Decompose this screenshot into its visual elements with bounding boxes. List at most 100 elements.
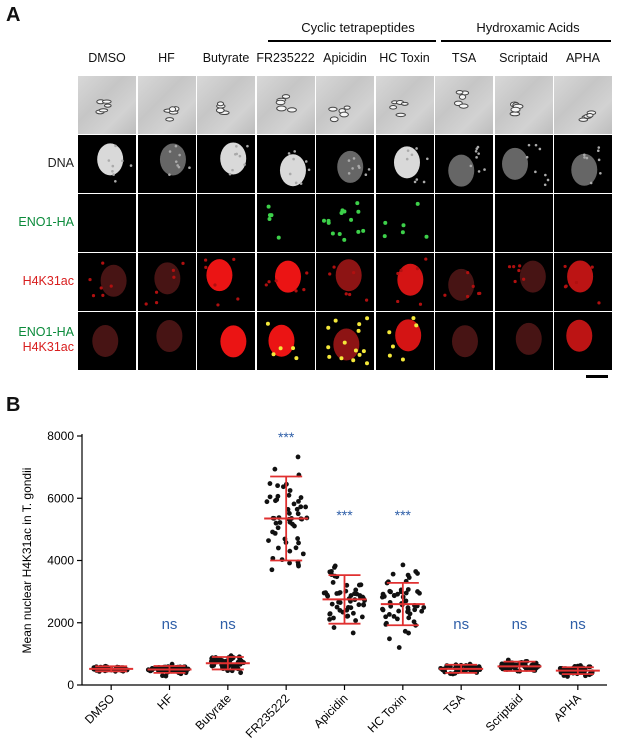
micrograph-tile	[494, 312, 553, 370]
data-point	[295, 454, 301, 460]
data-point	[348, 605, 354, 611]
micrograph-tile	[375, 312, 434, 370]
data-point	[296, 540, 301, 546]
micrograph-tile	[78, 135, 136, 193]
data-point	[421, 605, 427, 610]
data-point	[350, 610, 356, 616]
micrograph-tile	[316, 312, 374, 370]
micrograph-tile	[375, 194, 434, 252]
group-line-cyclic	[268, 40, 436, 42]
data-point	[275, 483, 280, 489]
data-point	[329, 601, 335, 607]
data-point	[380, 607, 386, 613]
column-label: HC Toxin	[379, 51, 430, 65]
group-label-cyclic: Cyclic tetrapeptides	[301, 20, 415, 35]
data-point	[272, 530, 278, 536]
data-point	[332, 563, 338, 569]
data-point	[280, 484, 286, 490]
data-point	[274, 497, 280, 503]
data-point	[325, 593, 331, 599]
micrograph-tile	[256, 253, 315, 311]
row-label-line: ENO1-HA	[18, 325, 74, 339]
x-tick-label: FR235222	[243, 691, 293, 741]
row-label: ENO1-HA H4K31ac	[2, 325, 74, 355]
significance-label: ns	[512, 616, 528, 633]
data-point	[303, 504, 309, 510]
data-point	[287, 548, 293, 554]
x-tick-label: Apicidin	[311, 691, 351, 731]
data-point	[345, 613, 351, 619]
data-point	[352, 591, 357, 597]
data-point	[163, 673, 169, 679]
data-point	[348, 593, 354, 598]
micrograph-tile	[197, 135, 255, 193]
micrograph-tile	[78, 253, 136, 311]
micrograph-tile	[316, 76, 374, 134]
data-point	[344, 582, 350, 588]
data-point	[336, 599, 341, 605]
data-point	[415, 589, 420, 594]
micrograph-tile	[197, 253, 255, 311]
row-label-line: H4K31ac	[22, 340, 74, 354]
micrograph-tile	[316, 135, 374, 193]
data-point	[391, 613, 397, 619]
micrograph-tile	[494, 135, 553, 193]
significance-label: ***	[336, 507, 353, 523]
micrograph-tile	[78, 194, 136, 252]
micrograph-tile	[435, 76, 493, 134]
x-tick-label: APHA	[551, 691, 584, 724]
column-label: DMSO	[88, 51, 126, 65]
data-point	[334, 604, 340, 610]
micrograph-tile	[375, 135, 434, 193]
data-point	[295, 536, 301, 541]
row-label-line: H4K31ac	[22, 274, 74, 288]
data-point	[291, 501, 297, 507]
scale-bar	[586, 375, 608, 378]
data-point	[264, 499, 270, 505]
micrograph-tile	[137, 253, 196, 311]
significance-label: ns	[453, 616, 469, 633]
row-label: DNA	[2, 156, 74, 171]
column-label: Apicidin	[323, 51, 367, 65]
data-point	[557, 665, 563, 671]
data-point	[402, 628, 408, 634]
data-point	[269, 567, 275, 573]
data-point	[394, 616, 400, 622]
data-point	[286, 492, 292, 498]
micrograph-tile	[256, 76, 315, 134]
data-point	[400, 562, 406, 568]
data-point	[500, 661, 506, 667]
data-point	[287, 488, 293, 493]
data-point	[327, 616, 332, 622]
data-point	[405, 587, 411, 592]
micrograph-tile	[554, 253, 612, 311]
micrograph-tile	[435, 135, 493, 193]
data-point	[406, 615, 412, 621]
data-point	[387, 588, 393, 594]
data-point	[286, 511, 292, 516]
data-point	[296, 498, 301, 504]
data-point	[388, 603, 394, 609]
micrograph-tile	[137, 312, 196, 370]
data-point	[296, 563, 301, 569]
micrograph-tile	[554, 135, 612, 193]
micrograph-tile	[435, 194, 493, 252]
micrograph-tile	[375, 76, 434, 134]
data-point	[565, 674, 570, 679]
data-point	[387, 636, 392, 642]
data-point	[323, 590, 329, 596]
data-point	[419, 608, 425, 614]
data-point	[209, 663, 215, 669]
data-point	[396, 645, 402, 650]
micrograph-tile	[78, 76, 136, 134]
data-point	[238, 670, 244, 676]
data-point	[403, 590, 409, 596]
data-point	[298, 495, 304, 500]
y-tick-label: 0	[67, 678, 74, 692]
data-point	[350, 630, 356, 636]
data-point	[270, 555, 276, 561]
y-tick-label: 8000	[47, 429, 74, 443]
data-point	[267, 481, 273, 486]
column-label: HF	[158, 51, 175, 65]
data-point	[380, 591, 386, 597]
